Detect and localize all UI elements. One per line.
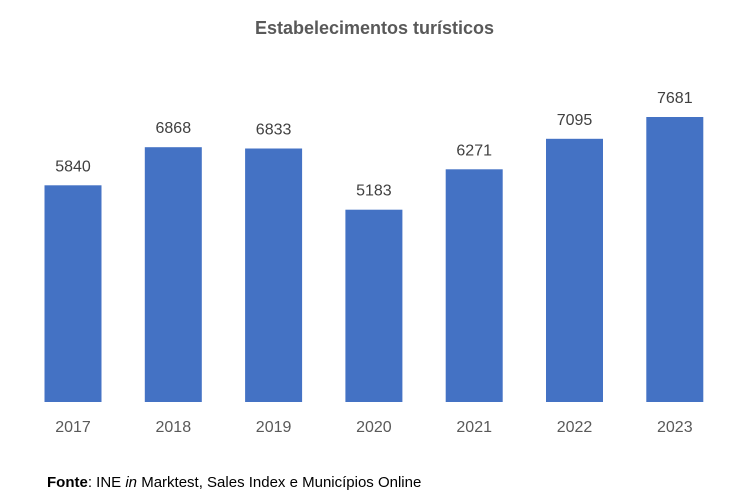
source-label: Fonte (47, 474, 88, 491)
bar-2020 (345, 209, 403, 402)
source-italic-word: in (125, 474, 138, 491)
data-label-2021: 6271 (456, 142, 492, 159)
bar-2021 (445, 169, 503, 402)
source-note: Fonte: INE in Marktest, Sales Index e Mu… (47, 474, 421, 491)
bars-group (44, 117, 704, 403)
x-tick-2019: 2019 (256, 419, 292, 436)
x-tick-2022: 2022 (557, 419, 593, 436)
x-tick-2023: 2023 (657, 419, 693, 436)
bar-2023 (646, 117, 704, 402)
chart-title: Estabelecimentos turísticos (254, 18, 495, 38)
data-label-2022: 7095 (557, 112, 593, 129)
x-tick-2021: 2021 (456, 419, 492, 436)
data-label-2017: 5840 (55, 158, 91, 175)
data-label-2018: 6868 (156, 120, 192, 137)
x-tick-2020: 2020 (356, 419, 392, 436)
bar-2018 (144, 147, 202, 402)
bar-2019 (245, 148, 303, 402)
bar-2017 (44, 185, 102, 402)
x-tick-2017: 2017 (55, 419, 91, 436)
data-labels-group: 5840 6868 6833 5183 6271 7095 7681 (55, 90, 692, 200)
x-axis-tick-labels: 2017 2018 2019 2020 2021 2022 2023 (55, 419, 692, 436)
bar-2022 (546, 138, 603, 403)
source-rest: Marktest, Sales Index e Municípios Onlin… (137, 474, 422, 491)
x-tick-2018: 2018 (156, 419, 192, 436)
data-label-2020: 5183 (356, 183, 392, 200)
data-label-2019: 6833 (256, 122, 292, 139)
source-separator: : INE (87, 474, 126, 491)
data-label-2023: 7681 (657, 90, 693, 107)
